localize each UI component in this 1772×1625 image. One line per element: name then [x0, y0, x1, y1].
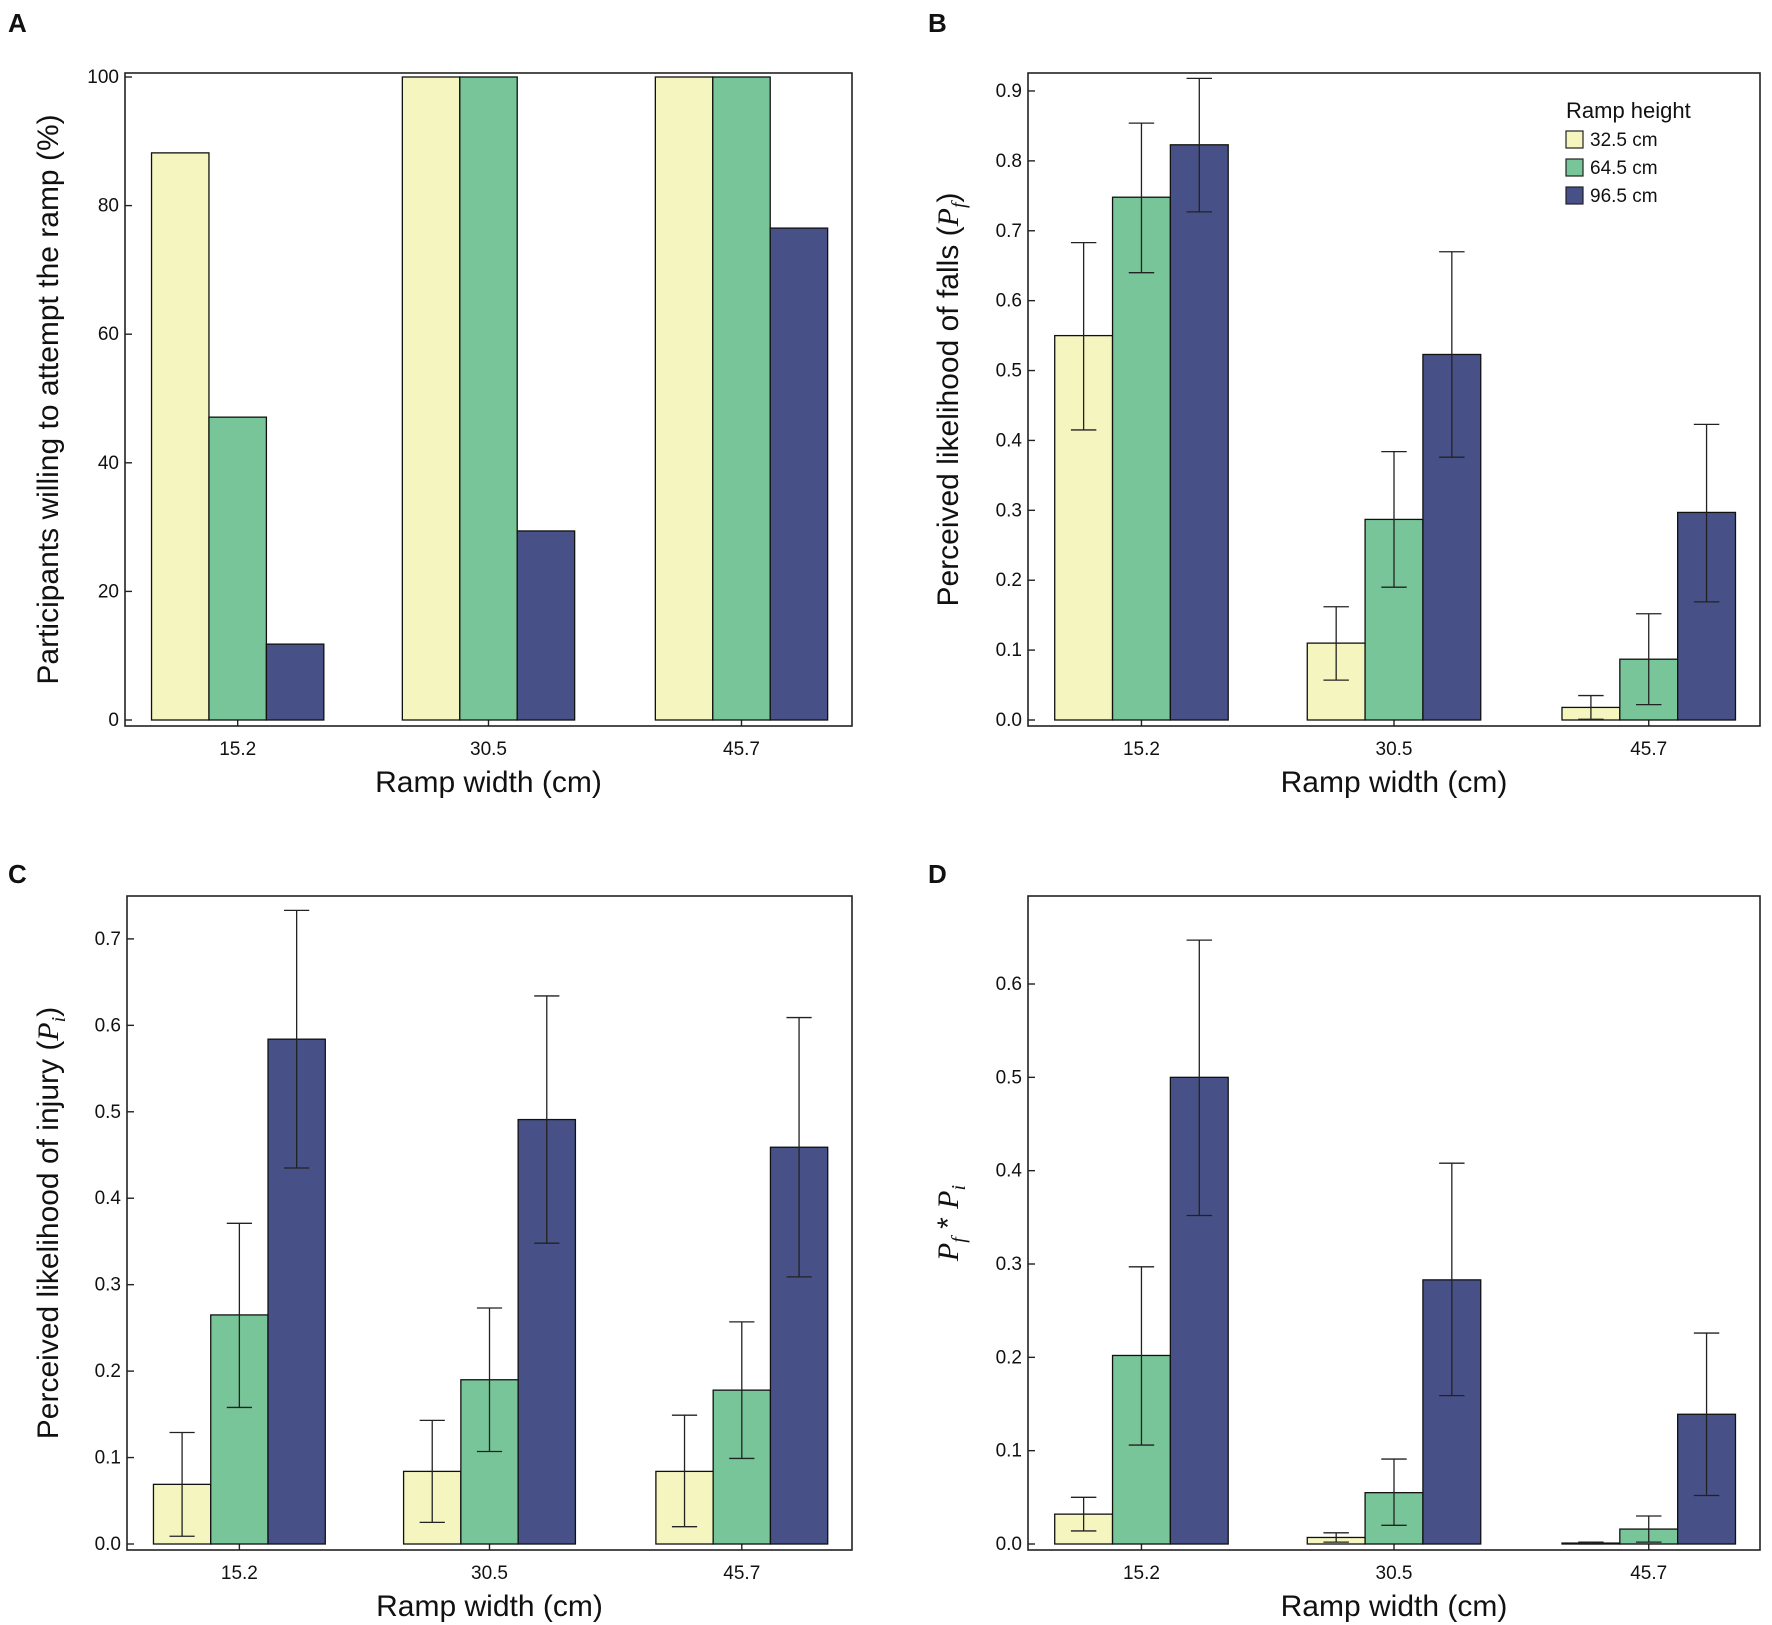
y-title-subscript: f: [948, 200, 970, 208]
y-title-text: ): [32, 1007, 65, 1017]
panel-letter: B: [928, 8, 947, 38]
x-tick-label: 30.5: [471, 1563, 508, 1584]
y-tick-label: 0.0: [996, 710, 1022, 731]
bar: [459, 76, 518, 721]
legend-swatch: [1565, 158, 1584, 177]
y-tick-label: 0.8: [996, 151, 1022, 172]
y-tick-label: 0.2: [996, 1347, 1022, 1368]
legend-swatch: [1565, 186, 1584, 205]
legend-title: Ramp height: [1566, 98, 1691, 123]
bar: [401, 76, 461, 721]
x-tick-label: 45.7: [723, 739, 760, 760]
y-tick-label: 0.3: [996, 1254, 1022, 1275]
y-axis-title: Participants willing to attempt the ramp…: [32, 114, 65, 684]
y-title-text: Perceived likelihood of falls (: [932, 226, 965, 606]
y-tick-label: 0.6: [95, 1015, 121, 1036]
y-tick-label: 0.1: [95, 1448, 121, 1469]
y-tick-label: 40: [98, 453, 119, 474]
y-axis-title: Perceived likelihood of injury (Pi): [32, 1007, 70, 1439]
x-tick-label: 15.2: [221, 1563, 258, 1584]
y-tick-label: 60: [98, 324, 119, 345]
bar: [1111, 1354, 1172, 1545]
y-tick-label: 100: [87, 67, 119, 88]
y-title-subscript: i: [948, 1185, 970, 1191]
bar: [150, 152, 210, 721]
legend-label: 64.5 cm: [1590, 158, 1658, 179]
y-title-symbol: P: [932, 208, 965, 227]
bar: [208, 416, 268, 721]
x-axis-title: Ramp width (cm): [376, 1590, 603, 1623]
y-tick-label: 0.5: [95, 1102, 121, 1123]
y-tick-label: 0: [108, 710, 119, 731]
y-tick-label: 0.9: [996, 81, 1022, 102]
y-tick-label: 0.7: [95, 929, 121, 950]
x-axis-title: Ramp width (cm): [1281, 766, 1508, 799]
x-tick-label: 15.2: [219, 739, 256, 760]
bar: [1054, 334, 1114, 721]
bar: [769, 227, 829, 721]
panel-letter: C: [8, 859, 27, 889]
y-tick-label: 0.4: [996, 430, 1023, 451]
x-tick-label: 15.2: [1123, 1563, 1160, 1584]
y-tick-label: 0.3: [95, 1275, 121, 1296]
x-axis-title: Ramp width (cm): [1281, 1590, 1508, 1623]
y-axis-title: Perceived likelihood of falls (Pf): [932, 192, 970, 606]
x-axis-title: Ramp width (cm): [375, 766, 602, 799]
y-tick-label: 0.0: [95, 1534, 121, 1555]
y-tick-label: 0.3: [996, 500, 1022, 521]
x-tick-label: 45.7: [723, 1563, 760, 1584]
panel-letter: A: [8, 8, 27, 38]
y-tick-label: 0.5: [996, 1067, 1022, 1088]
bar: [516, 530, 576, 721]
panel-letter: D: [928, 859, 947, 889]
y-tick-label: 0.2: [95, 1361, 121, 1382]
x-tick-label: 15.2: [1123, 739, 1160, 760]
y-tick-label: 0.6: [996, 291, 1022, 312]
y-title-symbol: P: [932, 1190, 965, 1209]
y-title-text: ): [932, 192, 965, 202]
x-tick-label: 30.5: [1376, 1563, 1413, 1584]
y-tick-label: 0.2: [996, 570, 1022, 591]
y-title-symbol: P: [32, 1022, 65, 1041]
y-tick-label: 80: [98, 196, 119, 217]
y-tick-label: 0.5: [996, 361, 1022, 382]
y-tick-label: 0.7: [996, 221, 1022, 242]
x-tick-label: 45.7: [1630, 1563, 1667, 1584]
y-title-text: Perceived likelihood of injury (: [32, 1041, 65, 1440]
bar: [654, 76, 714, 721]
bar: [1169, 144, 1229, 721]
y-tick-label: 0.0: [996, 1534, 1022, 1555]
y-tick-label: 0.4: [95, 1188, 122, 1209]
chart-panel-a: A 0 20 40 60 80 100 15.2 30.5 45.7 Ramp width (cm)…: [8, 8, 853, 799]
chart-panel-d: D 0.0 0.1 0.2 0.3 0.4 0.5 0.6 15.2 30.5 45.7 Ramp w…: [928, 859, 1761, 1623]
legend: Ramp height 32.5 cm 64.5 cm 96.5 cm: [1565, 98, 1691, 207]
y-title-subscript: i: [48, 1017, 70, 1023]
y-tick-label: 0.4: [996, 1161, 1023, 1182]
x-tick-label: 45.7: [1630, 739, 1667, 760]
legend-label: 96.5 cm: [1590, 186, 1658, 207]
y-tick-label: 0.1: [996, 1441, 1022, 1462]
y-title-subscript: f: [948, 1235, 970, 1243]
chart-panel-b: B 0.0 0.1 0.2 0.3 0.4 0.5 0.6 0.7 0.8 0.9 15.2 30.5 4…: [928, 8, 1761, 799]
chart-panel-c: C 0.0 0.1 0.2 0.3 0.4 0.5 0.6 0.7 15.2 30.5 45.7 Ram…: [8, 859, 853, 1623]
bar: [265, 643, 325, 721]
y-tick-label: 20: [98, 581, 119, 602]
y-tick-label: 0.6: [996, 974, 1022, 995]
y-axis-title: Pf * Pi: [932, 1185, 970, 1262]
x-tick-label: 30.5: [1376, 739, 1413, 760]
bar: [712, 76, 771, 721]
x-tick-label: 30.5: [470, 739, 507, 760]
bar: [1111, 196, 1172, 721]
y-title-symbol: P: [932, 1243, 965, 1262]
legend-swatch: [1565, 130, 1584, 149]
y-title-text: *: [932, 1209, 965, 1237]
y-tick-label: 0.1: [996, 640, 1022, 661]
legend-label: 32.5 cm: [1590, 130, 1658, 151]
